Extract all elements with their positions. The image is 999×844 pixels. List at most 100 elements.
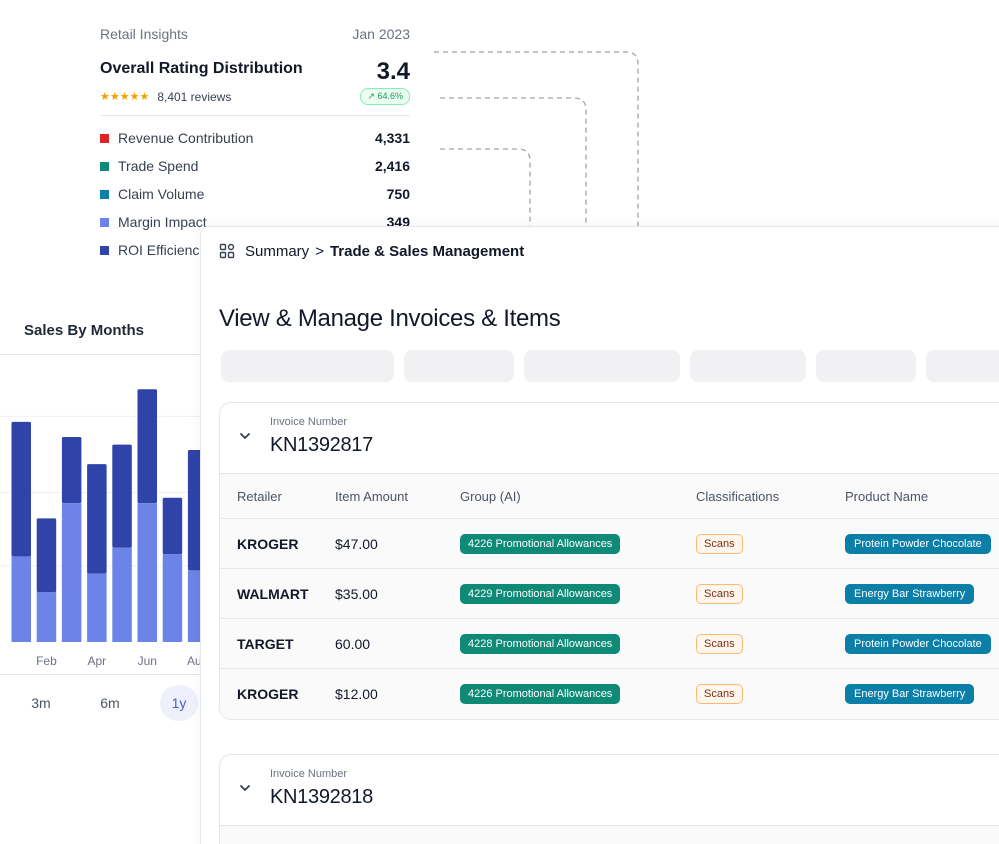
group-tag: 4226 Promotional Allowances — [460, 533, 621, 554]
bar-segment-jun-0[interactable] — [137, 503, 158, 642]
brand-label: Retail Insights — [100, 26, 188, 42]
retailer-cell: KROGER — [237, 535, 299, 552]
rating-card: Retail Insights Jan 2023 Overall Rating … — [100, 22, 410, 264]
classification-tag: Scans — [696, 583, 743, 604]
rating-title: Overall Rating Distribution — [100, 60, 303, 77]
classification-tag: Scans — [696, 533, 743, 554]
invoice-label: Invoice Number — [270, 768, 348, 780]
chevron-down-icon[interactable] — [238, 781, 252, 795]
table-row[interactable]: KROGER $47.00 4226 Promotional Allowance… — [220, 519, 999, 569]
retailer-cell: KROGER — [237, 686, 299, 702]
bar-segment-may-1[interactable] — [112, 444, 132, 548]
amount-cell: $35.00 — [335, 585, 378, 602]
bar-segment-mar-0[interactable] — [61, 503, 82, 642]
connector-line — [440, 97, 587, 230]
page-title: View & Manage Invoices & Items — [219, 305, 561, 332]
bar-segment-mar-1[interactable] — [61, 437, 82, 504]
bar-segment-jun-1[interactable] — [137, 389, 158, 504]
product-tag: Protein Powder Chocolate — [845, 633, 991, 654]
classification-tag: Scans — [696, 633, 743, 654]
retailer-cell: WALMART — [237, 585, 309, 602]
bar-segment-aug-0[interactable] — [187, 570, 200, 642]
x-tick-label: Aug — [187, 654, 200, 668]
filter-bar — [221, 350, 999, 382]
product-tag: Energy Bar Strawberry — [845, 583, 975, 604]
bar-segment-jan-0[interactable] — [11, 556, 32, 642]
legend-label: ROI Efficienc — [118, 242, 200, 258]
legend-item: Trade Spend 2,416 — [100, 152, 410, 180]
growth-badge: ↗ 64.6% — [360, 88, 410, 105]
invoice-items-table — [220, 825, 999, 844]
legend-swatch — [100, 245, 109, 255]
bar-segment-jul-0[interactable] — [162, 554, 183, 642]
invoice-header[interactable]: Invoice Number KN1392817 — [220, 403, 999, 473]
bar-segment-jan-1[interactable] — [11, 421, 32, 557]
bar-segment-may-0[interactable] — [112, 547, 132, 642]
legend-swatch — [100, 217, 109, 227]
breadcrumb-root[interactable]: Summary — [245, 242, 310, 260]
invoice-card: Invoice Number KN1392818 — [219, 754, 999, 844]
product-tag: Protein Powder Chocolate — [845, 533, 991, 554]
invoice-header[interactable]: Invoice Number KN1392818 — [220, 755, 999, 825]
range-3m-button[interactable]: 3m — [31, 695, 51, 711]
range-1y-button[interactable]: 1y — [160, 685, 198, 721]
x-tick-label: Jun — [138, 654, 157, 668]
connector-line — [434, 51, 639, 230]
legend-swatch — [100, 133, 109, 143]
legend-label: Margin Impact — [118, 214, 207, 230]
bar-segment-feb-0[interactable] — [36, 592, 57, 642]
legend-value: 4,331 — [374, 130, 410, 146]
sales-bar-chart: Feb Apr Jun Aug — [0, 389, 200, 668]
rating-score: 3.4 — [376, 58, 410, 85]
group-tag: 4229 Promotional Allowances — [460, 583, 621, 604]
bar-segment-aug-1[interactable] — [187, 450, 200, 571]
classification-tag: Scans — [696, 684, 743, 704]
group-tag: 4226 Promotional Allowances — [460, 684, 621, 704]
filter-field[interactable] — [816, 350, 916, 382]
period-label: Jan 2023 — [352, 26, 410, 42]
invoice-panel: Summary > Trade & Sales Management View … — [200, 226, 999, 844]
legend-swatch — [100, 161, 109, 171]
invoice-items-table: Retailer Item Amount Group (AI) Classifi… — [220, 473, 999, 719]
table-header: Retailer Item Amount Group (AI) Classifi… — [220, 474, 999, 519]
filter-field[interactable] — [524, 350, 680, 382]
invoice-label: Invoice Number — [270, 416, 348, 428]
invoice-number: KN1392818 — [270, 786, 373, 808]
filter-field[interactable] — [690, 350, 806, 382]
divider — [100, 115, 410, 116]
filter-field[interactable] — [221, 350, 394, 382]
filter-field[interactable] — [926, 350, 999, 382]
invoice-card: Invoice Number KN1392817 Retailer Item A… — [219, 402, 999, 720]
range-selector: 3m 6m 1y — [0, 674, 200, 730]
filter-field[interactable] — [404, 350, 514, 382]
x-tick-label: Feb — [36, 654, 57, 668]
table-row[interactable]: KROGER $12.00 4226 Promotional Allowance… — [220, 669, 999, 719]
bar-segment-jul-1[interactable] — [162, 497, 183, 555]
breadcrumb: Summary > Trade & Sales Management — [219, 241, 524, 261]
legend-label: Revenue Contribution — [118, 130, 254, 146]
bar-segment-apr-1[interactable] — [87, 464, 107, 574]
dashboard-grid-icon — [219, 243, 235, 259]
legend-item: Claim Volume 750 — [100, 180, 410, 208]
connector-line — [440, 148, 531, 230]
invoice-number: KN1392817 — [270, 434, 373, 456]
product-tag: Energy Bar Strawberry — [845, 684, 975, 704]
range-6m-button[interactable]: 6m — [100, 695, 120, 711]
column-header-amount: Item Amount — [335, 488, 408, 504]
column-header-retailer: Retailer — [237, 488, 282, 504]
x-tick-label: Apr — [88, 654, 107, 668]
bar-segment-feb-1[interactable] — [36, 518, 57, 593]
legend-value: 2,416 — [374, 158, 410, 174]
rating-legend: Revenue Contribution 4,331 Trade Spend 2… — [100, 124, 410, 264]
amount-cell: $47.00 — [335, 535, 378, 552]
amount-cell: 60.00 — [335, 635, 371, 652]
bar-segment-apr-0[interactable] — [87, 573, 107, 642]
divider — [0, 354, 200, 355]
breadcrumb-current: Trade & Sales Management — [329, 242, 525, 260]
amount-cell: $12.00 — [335, 686, 378, 702]
table-row[interactable]: TARGET 60.00 4228 Promotional Allowances… — [220, 619, 999, 669]
connector-lines — [434, 51, 639, 230]
review-count: 8,401 reviews — [157, 89, 232, 104]
chevron-down-icon[interactable] — [238, 429, 252, 443]
table-row[interactable]: WALMART $35.00 4229 Promotional Allowanc… — [220, 569, 999, 619]
